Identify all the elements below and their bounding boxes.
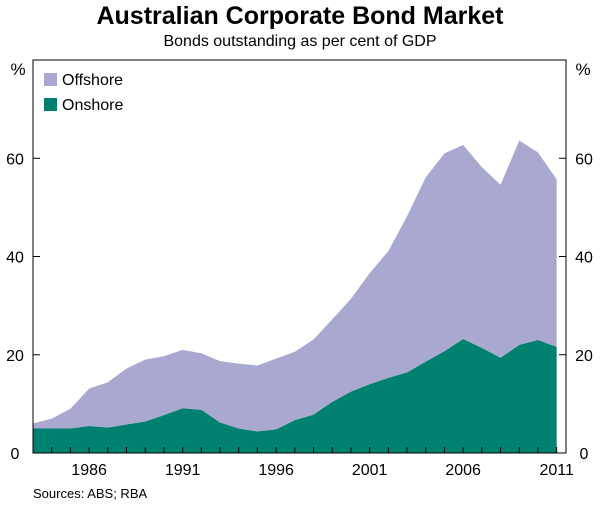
y-tick-label-right: 40: [575, 250, 593, 267]
right-unit-label: %: [575, 60, 590, 79]
legend-label-offshore: Offshore: [62, 72, 123, 89]
y-tick-label-right: 0: [580, 446, 589, 463]
x-tick-label: 1996: [258, 462, 294, 479]
area-onshore: [33, 339, 557, 453]
area-offshore: [33, 140, 557, 432]
x-tick-label: 2001: [352, 462, 388, 479]
y-tick-label-left: 20: [6, 348, 24, 365]
y-tick-label-right: 60: [575, 151, 593, 168]
y-tick-label-left: 60: [6, 151, 24, 168]
x-tick-label: 2011: [539, 462, 574, 479]
chart-subtitle: Bonds outstanding as per cent of GDP: [163, 33, 437, 50]
left-unit-label: %: [10, 60, 25, 79]
area-series-group: [33, 140, 557, 453]
x-tick-label: 1986: [71, 462, 107, 479]
axes-group: 0 0 20 20 40 40 60 60 1986 1991 1996 2001 2006 2011: [6, 151, 593, 479]
source-note: Sources: ABS; RBA: [33, 486, 148, 501]
chart-title: Australian Corporate Bond Market: [96, 2, 504, 30]
y-tick-label-left: 40: [6, 250, 24, 267]
legend-swatch-onshore: [44, 98, 57, 111]
x-tick-label: 1991: [165, 462, 201, 479]
y-tick-label-left: 0: [11, 446, 20, 463]
x-tick-label: 2006: [445, 462, 481, 479]
legend: Offshore Onshore: [44, 72, 123, 114]
y-tick-label-right: 20: [575, 348, 593, 365]
legend-label-onshore: Onshore: [62, 97, 123, 114]
legend-swatch-offshore: [44, 73, 57, 86]
